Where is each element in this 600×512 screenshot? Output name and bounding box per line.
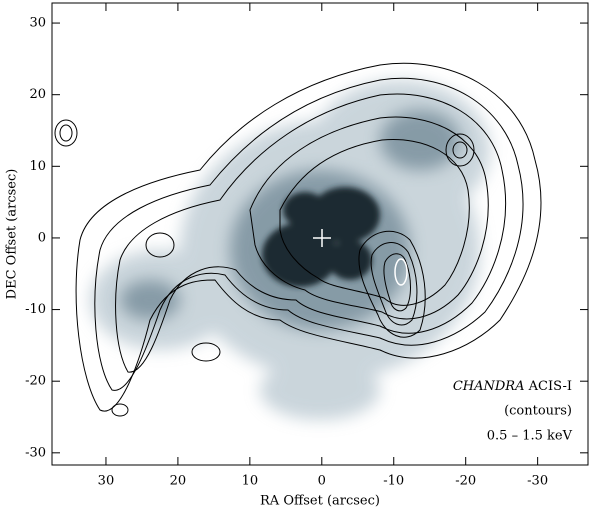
- annotation: 0.5 – 1.5 keV: [487, 429, 573, 444]
- y-tick-label: -20: [25, 374, 46, 389]
- center-marker: [313, 229, 331, 247]
- x-axis-label: RA Offset (arcsec): [260, 494, 380, 509]
- plot-frame: [51, 2, 589, 466]
- x-tick-label: 20: [170, 474, 187, 489]
- x-tick-label: 0: [318, 474, 326, 489]
- x-tick-label: 10: [242, 474, 259, 489]
- x-tick-label: -10: [383, 474, 404, 489]
- y-tick-label: 10: [29, 159, 46, 174]
- image: [52, 3, 588, 465]
- x-tick-label: -20: [455, 474, 476, 489]
- y-tick-label: 20: [29, 87, 46, 102]
- annotation: CHANDRA ACIS-I: [453, 379, 572, 394]
- y-tick-label: 30: [29, 16, 46, 31]
- y-tick-label: -10: [25, 302, 46, 317]
- contours: [54, 62, 542, 417]
- instrument: CHANDRA: [453, 379, 525, 394]
- y-tick-label: 0: [38, 230, 46, 245]
- x-tick-label: 30: [98, 474, 115, 489]
- annotation-text: ACIS-I: [528, 379, 572, 394]
- annotation: (contours): [504, 404, 572, 419]
- x-tick-label: -30: [527, 474, 548, 489]
- y-tick-label: -30: [25, 445, 46, 460]
- y-axis-label: DEC Offset (arcsec): [5, 169, 20, 300]
